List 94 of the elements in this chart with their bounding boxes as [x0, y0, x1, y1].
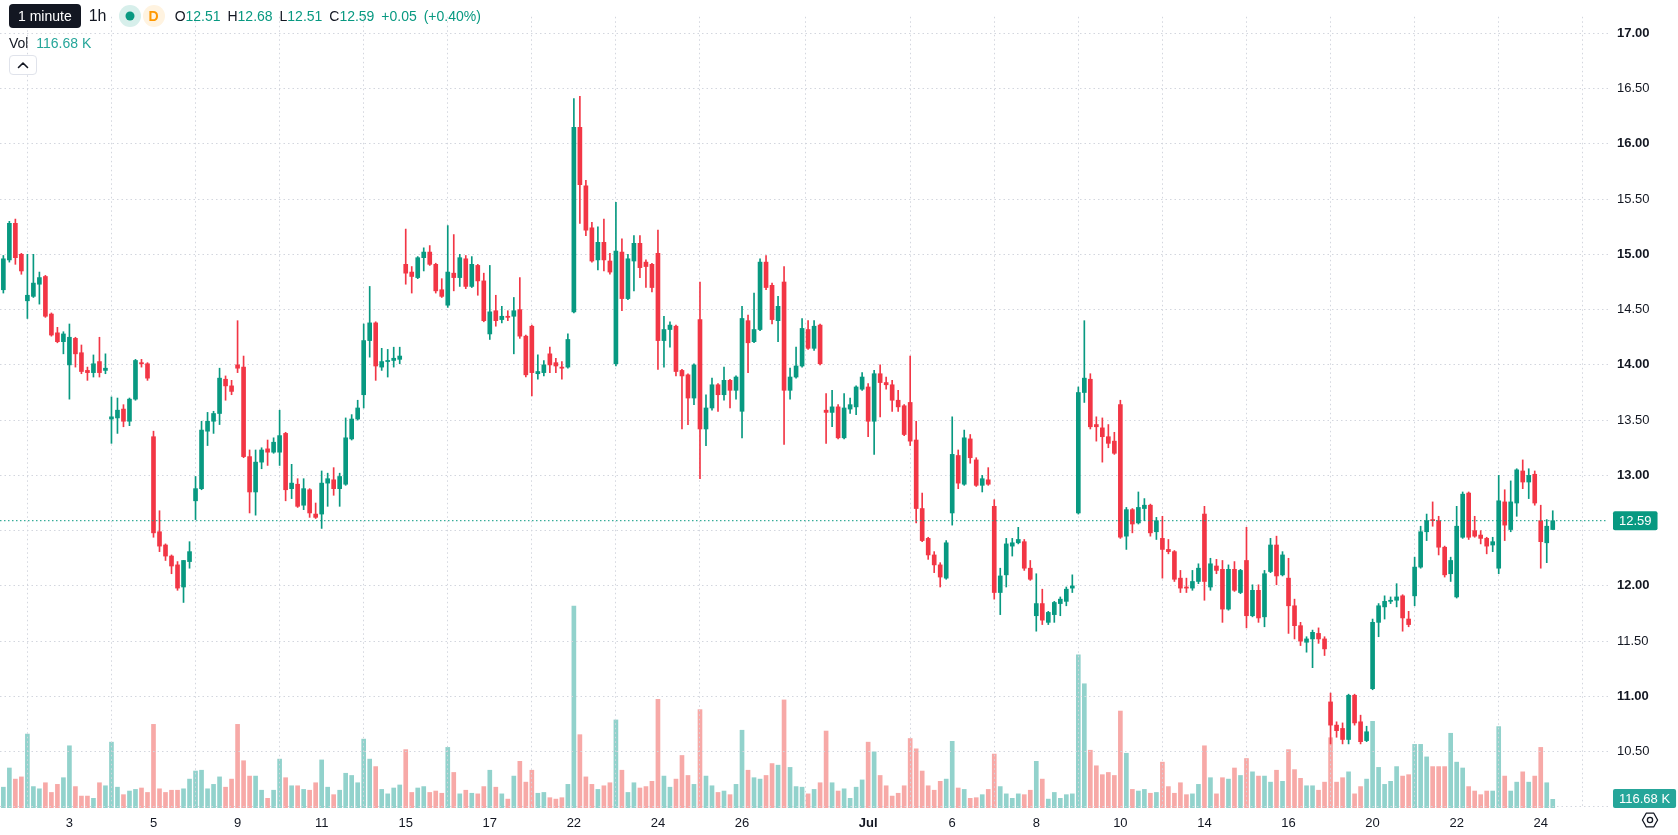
x-tick-label: 22	[1449, 815, 1464, 831]
bar	[1039, 778, 1045, 808]
text: O12.51 H12.68 L12.51 C12.59 +0.05 (+0.40%)	[174, 8, 481, 24]
bar	[301, 789, 306, 808]
bar	[469, 792, 475, 808]
y-tick-label: 16.50	[1617, 80, 1650, 96]
bar	[1033, 761, 1039, 808]
bar	[505, 798, 511, 808]
y-tick-label: 15.00	[1617, 245, 1650, 261]
chart-title: 1h	[88, 7, 107, 25]
bar	[463, 789, 469, 808]
x-tick-label: 24	[650, 815, 666, 831]
bar	[373, 766, 379, 808]
annotation: Vol	[9, 35, 29, 51]
candlestick	[559, 361, 565, 380]
y-tick-label: 17.00	[1617, 24, 1650, 40]
candlestick	[1526, 468, 1532, 499]
bar	[517, 761, 523, 808]
y-tick-label: 14.50	[1617, 301, 1650, 317]
bar	[1280, 781, 1285, 808]
x-tick-label: 9	[233, 815, 242, 831]
candlestick	[505, 310, 511, 322]
bar	[1520, 771, 1526, 808]
bar	[1256, 775, 1261, 808]
bar	[1502, 775, 1508, 808]
x-tick-label: 24	[1533, 815, 1548, 831]
bar	[121, 794, 126, 808]
bar	[1346, 771, 1351, 808]
x-tick-label: Jul	[858, 815, 878, 831]
bar	[445, 747, 451, 808]
x-tick-label: 15	[398, 815, 413, 831]
bar	[1226, 778, 1231, 808]
annotation: D	[142, 5, 165, 27]
bar	[265, 797, 270, 808]
bar	[91, 797, 96, 808]
bar	[1208, 777, 1213, 808]
x-tick-label: 14	[1197, 815, 1212, 831]
y-tick-label: 11.50	[1617, 632, 1649, 648]
bar	[1274, 769, 1279, 808]
bar	[1526, 781, 1532, 808]
candlestick	[511, 297, 517, 355]
candlestick	[883, 376, 889, 390]
x-tick-label: 8	[1032, 815, 1040, 831]
bar	[499, 793, 505, 808]
candlestick	[1033, 573, 1039, 632]
bar	[955, 787, 961, 808]
x-tick-label: 6	[948, 815, 956, 831]
x-tick-label: 26	[734, 815, 750, 831]
bar	[295, 785, 300, 808]
bar	[283, 777, 288, 808]
candlestick	[535, 354, 541, 380]
y-tick-label: 12.00	[1617, 577, 1650, 593]
annotation: 116.68 K	[36, 35, 92, 51]
y-tick-label: 13.00	[1617, 466, 1650, 482]
y-tick-label: 13.50	[1617, 411, 1650, 427]
bar	[979, 794, 985, 808]
text: 116.68 K	[1619, 790, 1671, 806]
bar	[1154, 792, 1159, 808]
bar	[1244, 758, 1249, 808]
x-tick-label: 16	[1281, 815, 1296, 831]
bar	[487, 769, 493, 808]
bar	[1124, 752, 1129, 808]
bar	[97, 782, 102, 808]
x-tick-label: 20	[1365, 815, 1380, 831]
x-tick-label: 3	[65, 815, 74, 831]
y-tick-label: 10.50	[1617, 743, 1650, 759]
y-tick-label: 14.00	[1617, 356, 1650, 372]
bar	[1148, 792, 1153, 808]
bar	[1250, 771, 1255, 808]
y-tick-label: 15.50	[1617, 190, 1650, 206]
candlestick	[823, 393, 829, 444]
y-tick-label: 16.00	[1617, 135, 1650, 151]
bar	[451, 772, 457, 808]
bar	[1238, 775, 1243, 808]
bar	[331, 794, 336, 808]
x-tick-label: 17	[482, 815, 498, 831]
x-tick-label: 11	[314, 815, 329, 831]
x-tick-label: 5	[149, 815, 158, 831]
x-tick-label: 10	[1113, 815, 1128, 831]
candlestick	[499, 305, 505, 324]
bar	[511, 775, 517, 808]
bar	[1202, 745, 1207, 808]
bar	[457, 793, 463, 808]
bar	[493, 786, 499, 808]
x-tick-label: 22	[566, 815, 582, 831]
bar	[289, 785, 294, 808]
y-tick-label: 11.00	[1617, 687, 1649, 703]
candlestick	[877, 364, 883, 418]
ref-line-label: 12.59	[1619, 512, 1652, 528]
bar	[1130, 789, 1135, 808]
bar	[961, 789, 967, 808]
annotation: 1 minute	[9, 4, 81, 28]
bar	[1232, 767, 1237, 808]
candlestick	[451, 234, 457, 292]
